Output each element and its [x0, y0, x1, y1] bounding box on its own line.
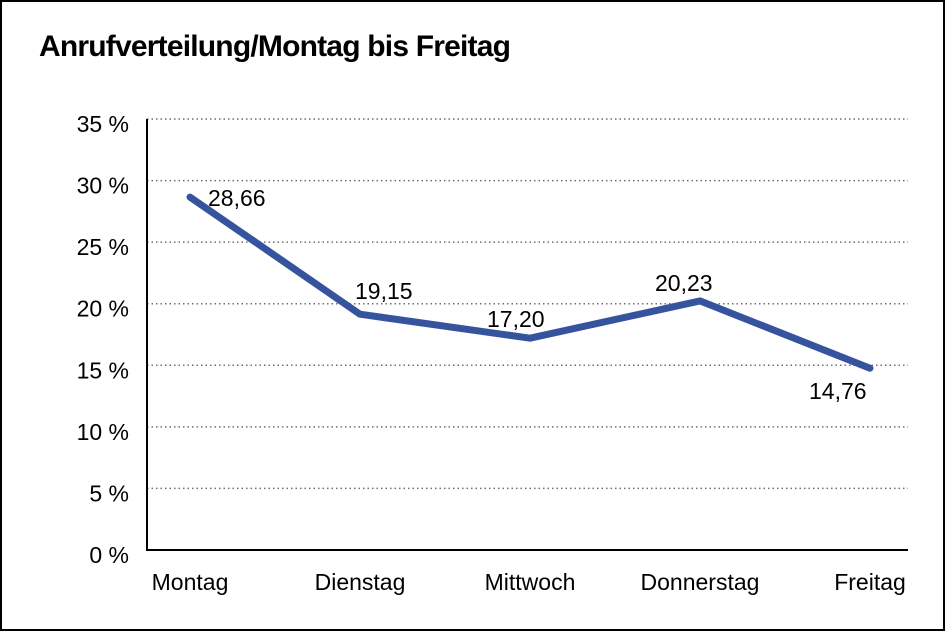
data-point-label: 28,66 — [208, 185, 266, 211]
y-tick-label: 15 % — [77, 357, 129, 383]
data-point-label: 14,76 — [809, 378, 867, 404]
x-category-label: Dienstag — [315, 569, 406, 595]
x-category-label: Donnerstag — [641, 569, 760, 595]
data-point-label: 19,15 — [355, 278, 413, 304]
data-point-label: 17,20 — [487, 306, 545, 332]
data-point-label: 20,23 — [655, 270, 713, 296]
y-tick-label: 25 % — [77, 234, 129, 260]
x-category-label: Montag — [152, 569, 229, 595]
y-tick-label: 20 % — [77, 296, 129, 322]
y-tick-label: 30 % — [77, 173, 129, 199]
chart-title: Anrufverteilung/Montag bis Freitag — [39, 30, 511, 63]
y-tick-label: 5 % — [89, 480, 129, 506]
x-category-label: Mittwoch — [485, 569, 576, 595]
x-category-label: Freitag — [834, 569, 906, 595]
y-tick-label: 10 % — [77, 419, 129, 445]
y-tick-label: 0 % — [89, 542, 129, 568]
y-tick-label: 35 % — [77, 111, 129, 137]
data-line — [186, 193, 874, 372]
